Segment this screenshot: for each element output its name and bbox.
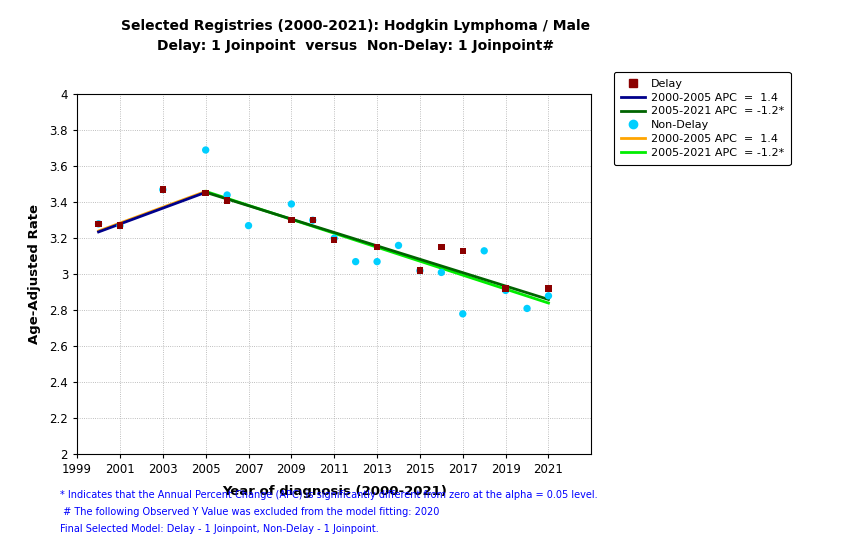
Point <box>434 268 448 277</box>
Point <box>242 221 255 230</box>
X-axis label: Year of diagnosis (2000-2021): Year of diagnosis (2000-2021) <box>222 485 446 497</box>
Point <box>199 189 213 198</box>
Point <box>413 266 427 275</box>
Y-axis label: Age-Adjusted Rate: Age-Adjusted Rate <box>28 204 41 344</box>
Point <box>156 185 170 194</box>
Text: # The following Observed Y Value was excluded from the model fitting: 2020: # The following Observed Y Value was exc… <box>60 507 440 517</box>
Point <box>92 219 105 228</box>
Point <box>499 286 512 295</box>
Point <box>477 247 491 255</box>
Point <box>327 234 341 243</box>
Text: Selected Registries (2000-2021): Hodgkin Lymphoma / Male: Selected Registries (2000-2021): Hodgkin… <box>121 19 590 33</box>
Point <box>156 185 170 194</box>
Point <box>456 309 470 318</box>
Point <box>285 199 298 208</box>
Point <box>542 284 555 293</box>
Point <box>327 235 341 244</box>
Text: Final Selected Model: Delay - 1 Joinpoint, Non-Delay - 1 Joinpoint.: Final Selected Model: Delay - 1 Joinpoin… <box>60 524 379 534</box>
Point <box>306 216 320 225</box>
Point <box>392 241 405 250</box>
Text: Delay: 1 Joinpoint  versus  Non-Delay: 1 Joinpoint#: Delay: 1 Joinpoint versus Non-Delay: 1 J… <box>157 39 554 53</box>
Point <box>456 247 470 255</box>
Point <box>499 284 512 293</box>
Point <box>220 191 234 199</box>
Point <box>285 216 298 225</box>
Point <box>542 291 555 300</box>
Point <box>113 221 127 230</box>
Point <box>434 243 448 252</box>
Legend: Delay, 2000-2005 APC  =  1.4, 2005-2021 APC  = -1.2*, Non-Delay, 2000-2005 APC  : Delay, 2000-2005 APC = 1.4, 2005-2021 AP… <box>614 72 791 165</box>
Point <box>349 257 363 266</box>
Text: * Indicates that the Annual Percent Change (APC) is significantly different from: * Indicates that the Annual Percent Chan… <box>60 490 597 500</box>
Point <box>370 257 384 266</box>
Point <box>306 216 320 225</box>
Point <box>220 196 234 205</box>
Point <box>92 219 105 228</box>
Point <box>370 243 384 252</box>
Point <box>113 221 127 230</box>
Point <box>413 266 427 275</box>
Point <box>520 304 534 313</box>
Point <box>199 146 213 155</box>
